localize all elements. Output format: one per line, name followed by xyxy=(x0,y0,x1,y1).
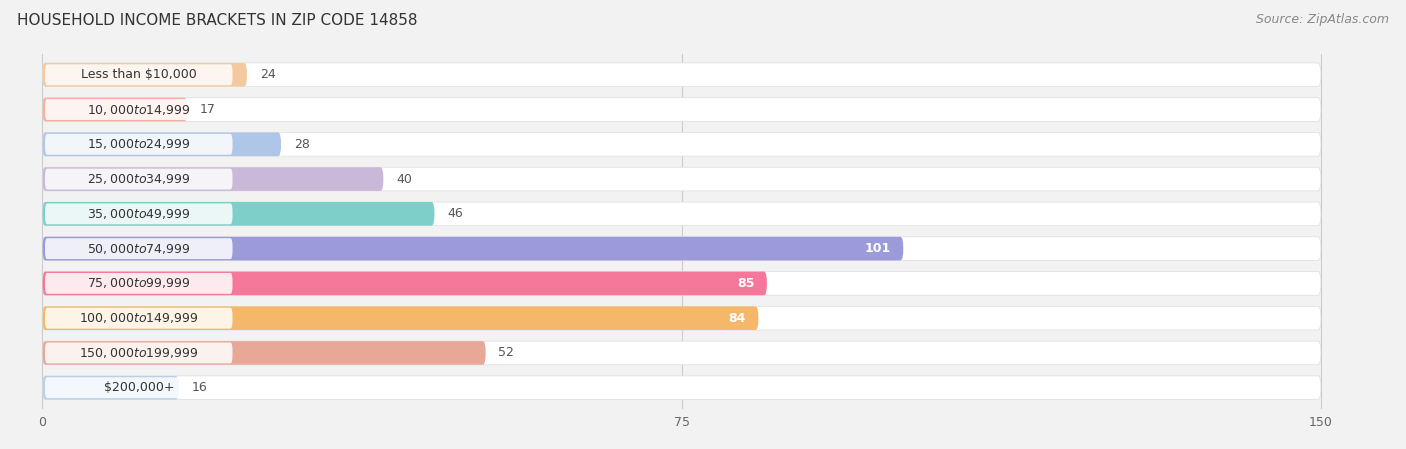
FancyBboxPatch shape xyxy=(42,202,1322,226)
FancyBboxPatch shape xyxy=(45,203,232,224)
FancyBboxPatch shape xyxy=(42,341,485,365)
Text: 52: 52 xyxy=(499,347,515,360)
Text: $10,000 to $14,999: $10,000 to $14,999 xyxy=(87,102,190,117)
FancyBboxPatch shape xyxy=(42,98,187,121)
FancyBboxPatch shape xyxy=(42,63,247,87)
Text: $75,000 to $99,999: $75,000 to $99,999 xyxy=(87,277,190,291)
FancyBboxPatch shape xyxy=(42,306,1322,330)
FancyBboxPatch shape xyxy=(45,64,232,85)
FancyBboxPatch shape xyxy=(45,308,232,329)
FancyBboxPatch shape xyxy=(42,272,766,295)
Text: 16: 16 xyxy=(191,381,207,394)
Text: 28: 28 xyxy=(294,138,309,151)
FancyBboxPatch shape xyxy=(42,132,281,156)
Text: $100,000 to $149,999: $100,000 to $149,999 xyxy=(79,311,198,325)
FancyBboxPatch shape xyxy=(42,132,1322,156)
Text: HOUSEHOLD INCOME BRACKETS IN ZIP CODE 14858: HOUSEHOLD INCOME BRACKETS IN ZIP CODE 14… xyxy=(17,13,418,28)
Text: $25,000 to $34,999: $25,000 to $34,999 xyxy=(87,172,190,186)
Text: 40: 40 xyxy=(396,172,412,185)
FancyBboxPatch shape xyxy=(45,169,232,189)
FancyBboxPatch shape xyxy=(45,343,232,363)
FancyBboxPatch shape xyxy=(45,238,232,259)
Text: Source: ZipAtlas.com: Source: ZipAtlas.com xyxy=(1256,13,1389,26)
Text: $15,000 to $24,999: $15,000 to $24,999 xyxy=(87,137,190,151)
Text: $200,000+: $200,000+ xyxy=(104,381,174,394)
Text: 24: 24 xyxy=(260,68,276,81)
FancyBboxPatch shape xyxy=(42,376,1322,400)
FancyBboxPatch shape xyxy=(45,99,232,120)
FancyBboxPatch shape xyxy=(45,377,232,398)
Text: 17: 17 xyxy=(200,103,217,116)
Text: 84: 84 xyxy=(728,312,745,325)
FancyBboxPatch shape xyxy=(42,167,1322,191)
FancyBboxPatch shape xyxy=(42,63,1322,87)
Text: $35,000 to $49,999: $35,000 to $49,999 xyxy=(87,207,190,221)
FancyBboxPatch shape xyxy=(42,272,1322,295)
FancyBboxPatch shape xyxy=(42,167,384,191)
FancyBboxPatch shape xyxy=(42,376,179,400)
FancyBboxPatch shape xyxy=(42,237,903,260)
Text: 46: 46 xyxy=(447,207,463,220)
FancyBboxPatch shape xyxy=(42,98,1322,121)
Text: Less than $10,000: Less than $10,000 xyxy=(82,68,197,81)
FancyBboxPatch shape xyxy=(42,202,434,226)
Text: 101: 101 xyxy=(865,242,890,255)
Text: 85: 85 xyxy=(737,277,754,290)
FancyBboxPatch shape xyxy=(45,134,232,155)
FancyBboxPatch shape xyxy=(42,341,1322,365)
FancyBboxPatch shape xyxy=(42,306,758,330)
Text: $150,000 to $199,999: $150,000 to $199,999 xyxy=(79,346,198,360)
FancyBboxPatch shape xyxy=(45,273,232,294)
Text: $50,000 to $74,999: $50,000 to $74,999 xyxy=(87,242,190,255)
FancyBboxPatch shape xyxy=(42,237,1322,260)
